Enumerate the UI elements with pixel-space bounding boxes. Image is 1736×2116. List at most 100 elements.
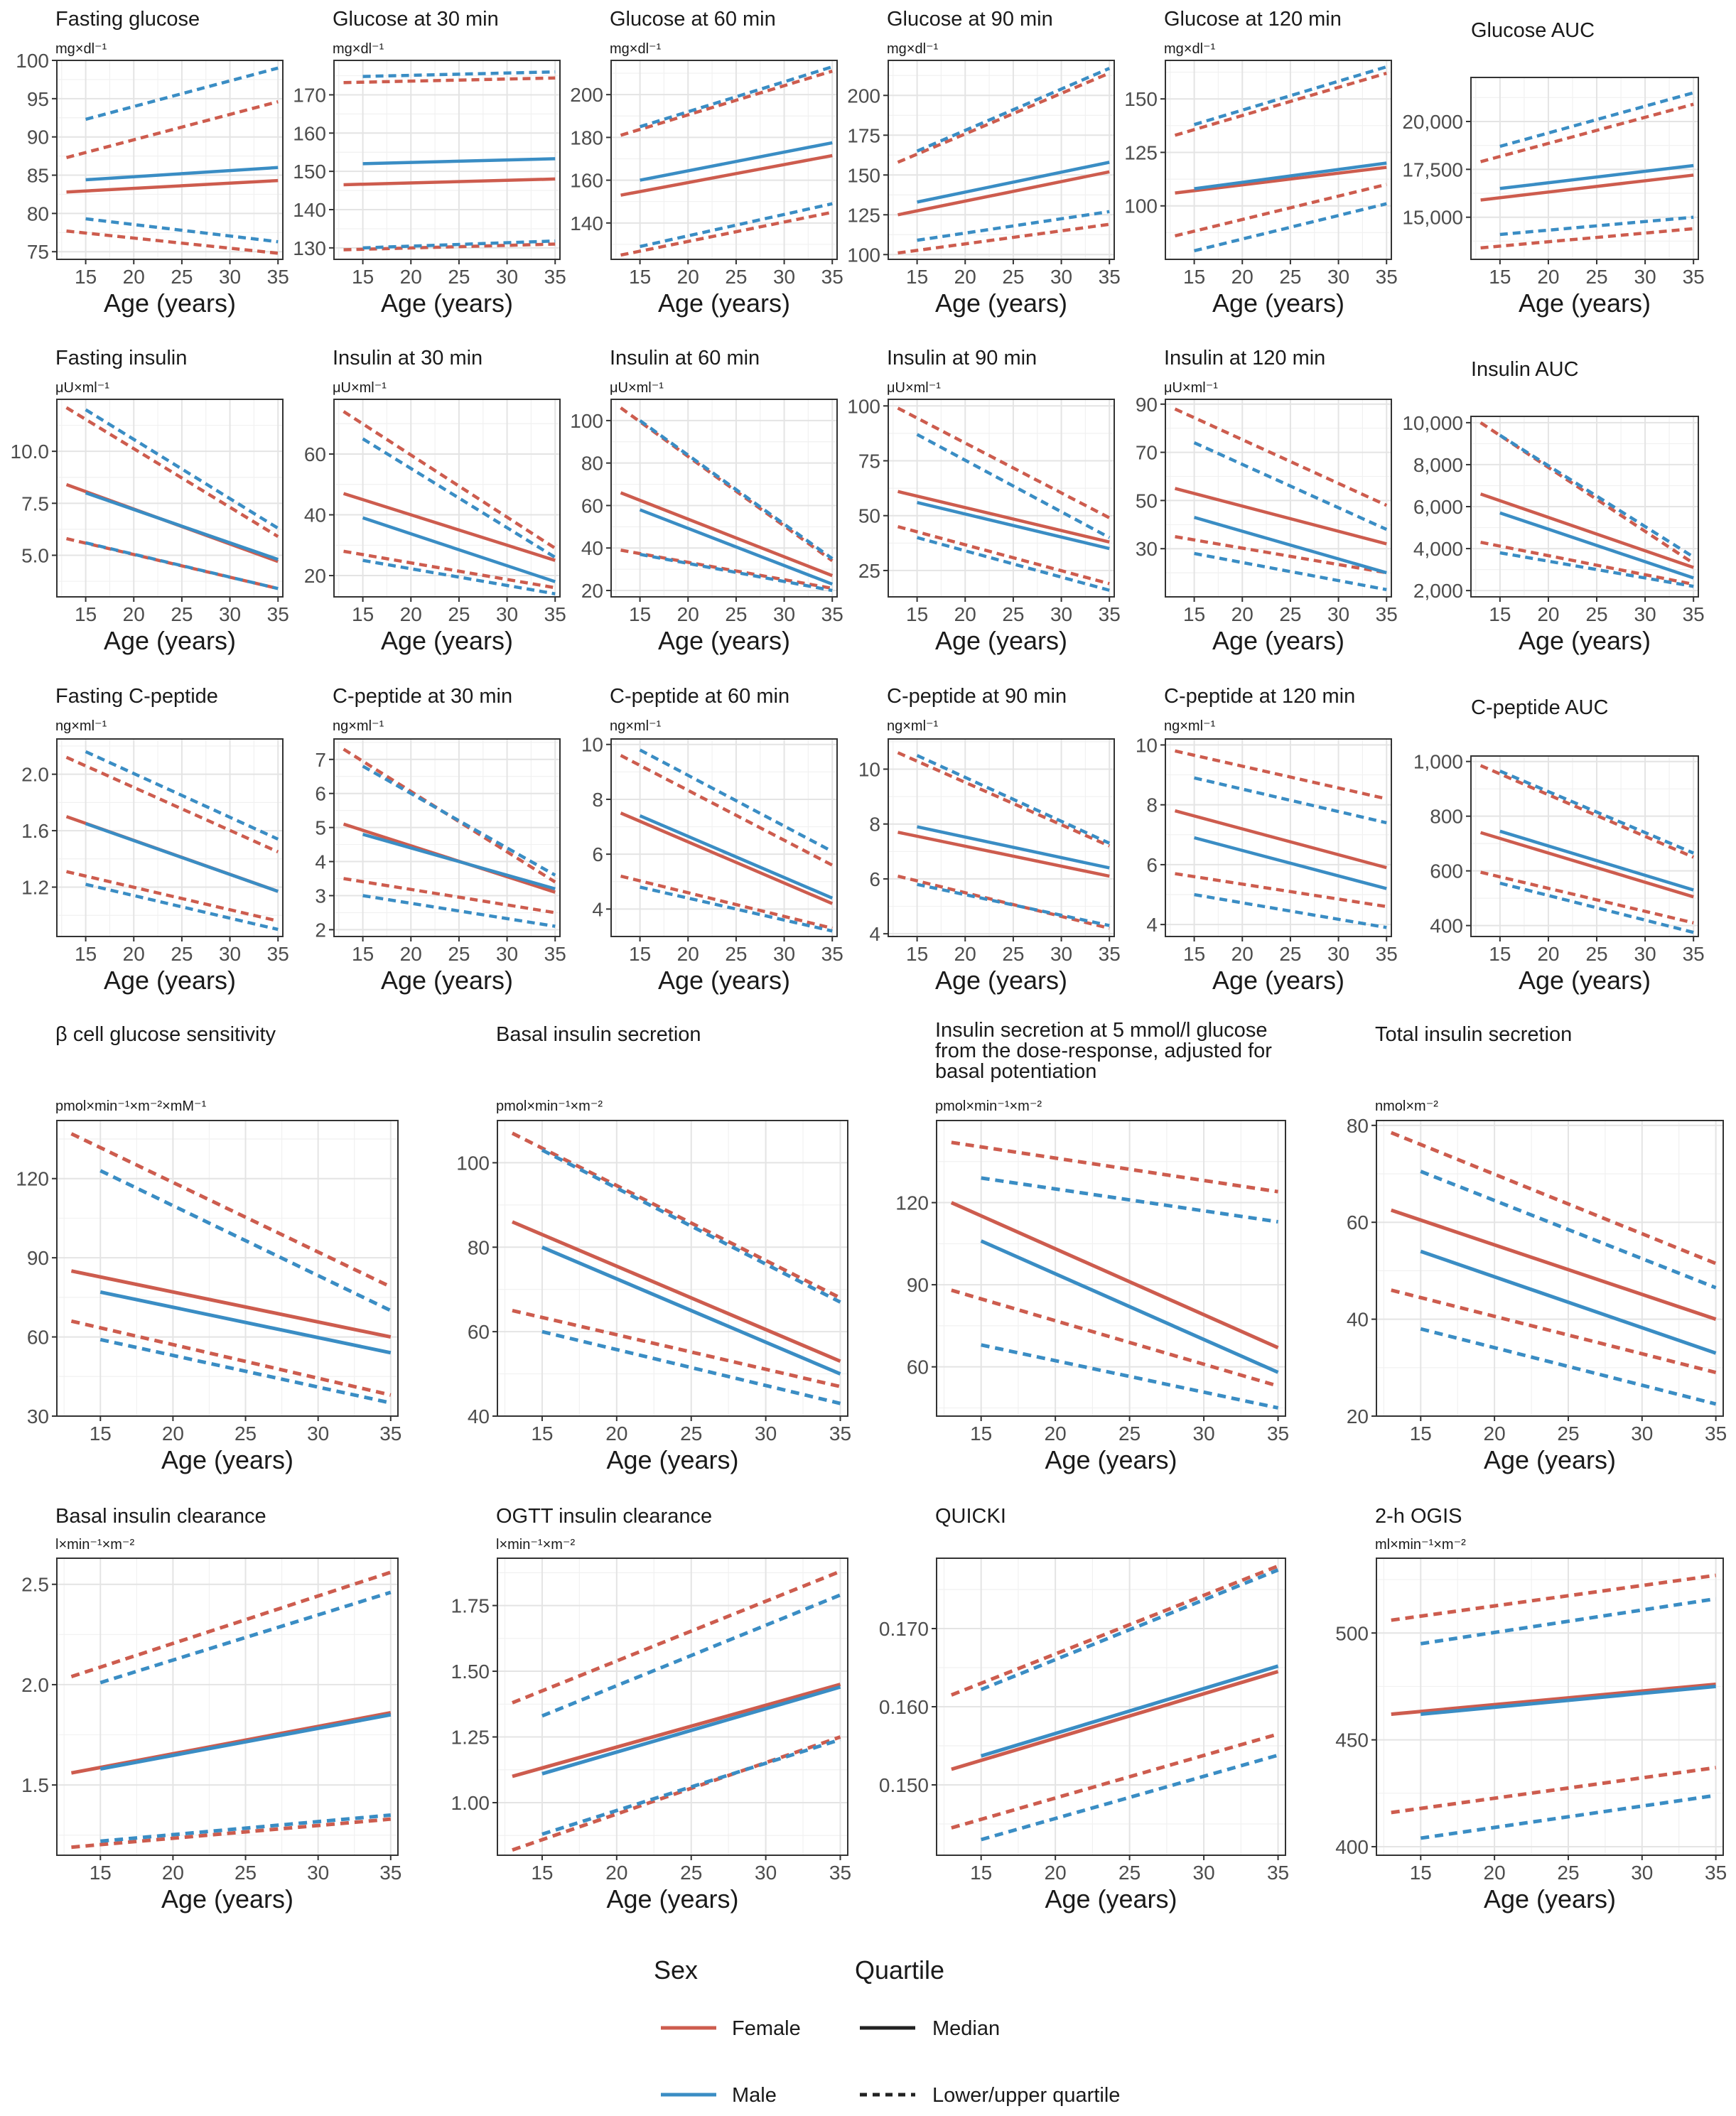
panel-insulin-secretion-at-5-mmol-l-glucose-fr: Insulin secretion at 5 mmol/l glucosefro… — [895, 1019, 1289, 1474]
series-male-lower — [1499, 881, 1694, 934]
y-tick-label: 100 — [1124, 195, 1158, 217]
x-tick-label: 30 — [773, 603, 795, 625]
series-male-upper — [1420, 1597, 1716, 1646]
y-tick-label: 95 — [27, 88, 49, 110]
y-tick-label: 75 — [27, 241, 49, 263]
x-tick-label: 35 — [379, 1423, 401, 1445]
series-male-median — [917, 825, 1110, 870]
series-female-upper — [1174, 407, 1388, 507]
panel-insulin-auc: Insulin AUC 2,000 4,000 6,000 8,000 10,000 15 2… — [1402, 358, 1704, 655]
panel-frame — [56, 738, 284, 937]
series-male-median — [1499, 829, 1694, 892]
series-male-median — [1499, 163, 1694, 190]
series-male-lower — [1499, 215, 1694, 237]
series-male-upper — [541, 1593, 841, 1718]
series-male-lower — [640, 885, 833, 933]
panel-unit: ng×ml⁻¹ — [55, 718, 107, 734]
series-female-lower — [512, 1308, 841, 1388]
panel-title: Glucose at 60 min — [610, 8, 776, 31]
x-tick-label: 25 — [448, 603, 470, 625]
series-female-lower — [897, 524, 1110, 585]
panel-title: Insulin at 120 min — [1164, 347, 1325, 369]
x-tick-label: 20 — [954, 943, 976, 965]
y-tick-label: 75 — [858, 450, 880, 472]
x-tick-label: 25 — [171, 603, 193, 625]
x-tick-label: 20 — [123, 943, 145, 965]
x-tick-label: 35 — [821, 943, 843, 965]
y-tick-label: 2.0 — [21, 1674, 49, 1696]
y-tick-label: 1.50 — [451, 1661, 490, 1683]
x-axis-label: Age (years) — [161, 1884, 293, 1913]
legend-title-quartile: Quartile — [855, 1955, 944, 1985]
panel-title: Basal insulin secretion — [496, 1023, 701, 1046]
panel-glucose-at-120-min: Glucose at 120 min mg×dl⁻¹ 100 125 150 15 20 25… — [1124, 8, 1398, 318]
x-tick-label: 15 — [531, 1423, 553, 1445]
y-tick-label: 3 — [315, 885, 326, 907]
series-female-lower — [343, 242, 556, 252]
panel-c-peptide-at-60-min: C-peptide at 60 min ng×ml⁻¹ 4 6 8 10 15 20 25 30 3… — [581, 685, 843, 995]
series-female-lower — [1175, 872, 1387, 909]
series-female-lower — [620, 874, 833, 930]
y-tick-label: 2.0 — [21, 764, 49, 786]
series-male-upper — [362, 765, 556, 877]
x-tick-label: 25 — [680, 1862, 702, 1884]
panel-frame — [1470, 755, 1699, 937]
panel-c-peptide-auc: C-peptide AUC 400 600 800 1,000 15 20 25 30 35 Age… — [1413, 696, 1705, 995]
x-tick-label: 20 — [123, 603, 145, 625]
x-tick-label: 15 — [352, 603, 374, 625]
x-tick-label: 30 — [755, 1862, 777, 1884]
series-female-median — [66, 178, 279, 194]
series-female-median — [1175, 166, 1387, 195]
series-male-median — [640, 141, 833, 182]
y-tick-label: 60 — [581, 495, 603, 517]
panel-frame — [56, 1120, 399, 1417]
x-axis-label: Age (years) — [1212, 626, 1344, 655]
panel-c-peptide-at-30-min: C-peptide at 30 min ng×ml⁻¹ 2 3 4 5 6 7 15 20 25 30… — [315, 685, 566, 995]
y-tick-label: 6 — [1146, 854, 1158, 876]
x-tick-label: 15 — [970, 1423, 992, 1445]
y-tick-label: 800 — [1430, 806, 1463, 828]
x-tick-label: 20 — [605, 1862, 627, 1884]
panel-title: Insulin at 60 min — [610, 347, 760, 369]
x-tick-label: 30 — [219, 603, 241, 625]
series-female-median — [1480, 173, 1694, 202]
series-female-upper — [897, 751, 1111, 848]
y-tick-label: 175 — [847, 124, 880, 146]
x-tick-label: 35 — [544, 943, 566, 965]
panel-unit: ng×ml⁻¹ — [887, 718, 939, 734]
y-tick-label: 50 — [1136, 490, 1158, 512]
x-tick-label: 20 — [400, 266, 422, 288]
x-tick-label: 30 — [1634, 266, 1656, 288]
x-tick-label: 35 — [1683, 943, 1705, 965]
series-female-lower — [1480, 870, 1694, 924]
series-male-upper — [1193, 441, 1388, 531]
panel-title: Basal insulin clearance — [55, 1505, 266, 1528]
panel-unit: ng×ml⁻¹ — [1164, 718, 1216, 734]
series-male-median — [980, 1239, 1279, 1374]
panel-title: Glucose at 90 min — [887, 8, 1053, 31]
panel-frame — [1165, 399, 1392, 598]
y-tick-label: 30 — [1136, 538, 1158, 560]
y-tick-label: 400 — [1335, 1836, 1369, 1858]
x-tick-label: 35 — [1267, 1423, 1289, 1445]
x-tick-label: 20 — [1231, 603, 1254, 625]
x-tick-label: 25 — [234, 1423, 257, 1445]
y-tick-label: 15,000 — [1402, 207, 1463, 229]
y-tick-label: 6 — [315, 783, 326, 805]
panel-frame — [936, 1120, 1286, 1417]
y-tick-label: 6 — [869, 868, 880, 890]
x-tick-label: 25 — [1118, 1423, 1141, 1445]
panel-basal-insulin-secretion: Basal insulin secretion pmol×min⁻¹×m⁻² 40 6… — [456, 1023, 851, 1474]
y-tick-label: 1.2 — [21, 877, 49, 899]
panel-title-line: basal potentiation — [935, 1060, 1096, 1083]
x-tick-label: 25 — [1279, 603, 1301, 625]
x-tick-label: 35 — [1267, 1862, 1289, 1884]
panel-frame — [888, 399, 1115, 598]
y-tick-label: 1,000 — [1413, 751, 1463, 773]
y-tick-label: 90 — [1136, 394, 1158, 416]
x-tick-label: 30 — [1631, 1862, 1653, 1884]
x-tick-label: 20 — [1484, 1862, 1506, 1884]
series-female-lower — [343, 549, 556, 590]
x-tick-label: 15 — [531, 1862, 553, 1884]
